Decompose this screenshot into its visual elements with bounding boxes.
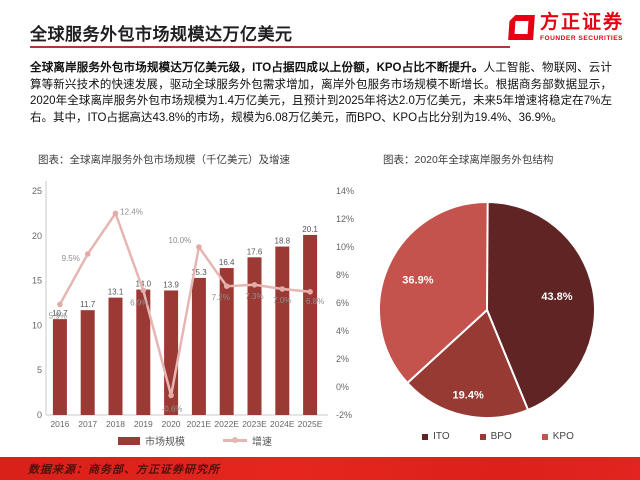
svg-text:0%: 0% [336, 382, 349, 392]
svg-text:5: 5 [37, 365, 42, 375]
svg-text:13.1: 13.1 [108, 288, 124, 297]
svg-text:-2%: -2% [336, 410, 352, 420]
svg-text:10.7: 10.7 [52, 309, 68, 318]
svg-text:10%: 10% [336, 242, 354, 252]
bar-line-chart-svg: 0 5 10 15 20 25 -2% 0% 2% 4% 6% 8% 10% 12% 14% 2016 2017… [32, 181, 354, 429]
footer-band: 数据来源：商务部、方正证券研究所 [0, 457, 640, 480]
logo-name-cn: 方正证券 [539, 12, 624, 33]
bpo-swatch-icon [479, 433, 486, 440]
legend-item-growth: 增速 [223, 433, 272, 448]
page-title: 全球服务外包市场规模达万亿美元 [30, 25, 293, 44]
svg-text:2024E: 2024E [270, 419, 295, 429]
pie-chart-svg: 43.8% 19.4% 36.9% [378, 200, 596, 419]
svg-text:4%: 4% [336, 326, 349, 336]
founder-securities-logo: 方正证券 FOUNDER SECURITIES [499, 5, 624, 42]
svg-text:20: 20 [32, 231, 42, 241]
svg-text:18.8: 18.8 [275, 237, 291, 246]
svg-text:2021E: 2021E [187, 419, 212, 429]
bar-chart-caption: 图表：全球离岸服务外包市场规模（千亿美元）及增速 [38, 154, 290, 166]
svg-text:2022E: 2022E [214, 419, 239, 429]
svg-text:14%: 14% [336, 186, 354, 196]
svg-text:2%: 2% [336, 354, 349, 364]
legend-label-ito: ITO [433, 431, 450, 442]
svg-text:36.9%: 36.9% [402, 274, 433, 286]
svg-text:5.9%: 5.9% [49, 311, 67, 320]
logo-name-en: FOUNDER SECURITIES [539, 35, 623, 42]
svg-text:9.5%: 9.5% [62, 254, 80, 263]
svg-text:16.4: 16.4 [219, 258, 235, 267]
svg-text:15: 15 [32, 276, 42, 286]
legend-item-bpo: BPO [479, 431, 512, 442]
svg-text:11.7: 11.7 [80, 300, 96, 309]
svg-text:7.0%: 7.0% [273, 296, 291, 305]
svg-text:10.0%: 10.0% [169, 236, 192, 245]
legend-label-bpo: BPO [490, 431, 512, 442]
legend-label-market-size: 市场规模 [145, 437, 185, 448]
kpo-swatch-icon [541, 433, 548, 440]
legend-label-growth: 增速 [252, 437, 272, 448]
founder-logo-icon [499, 5, 535, 40]
svg-text:20.1: 20.1 [302, 225, 318, 234]
title-underline [30, 46, 510, 48]
svg-text:7.2%: 7.2% [212, 293, 230, 302]
svg-text:6.8%: 6.8% [306, 297, 324, 306]
svg-text:2018: 2018 [106, 419, 125, 429]
pie-chart-legend: ITO BPO KPO [388, 431, 608, 442]
svg-text:2017: 2017 [78, 419, 97, 429]
data-source-text: 数据来源：商务部、方正证券研究所 [28, 464, 220, 476]
svg-text:13.9: 13.9 [163, 280, 179, 289]
svg-text:10: 10 [32, 320, 42, 330]
svg-text:2025E: 2025E [298, 419, 323, 429]
summary-lead-sentence: 全球离岸服务外包市场规模达万亿美元级，ITO占据四成以上份额，KPO占比不断提升… [30, 62, 484, 74]
svg-text:14.0: 14.0 [136, 280, 152, 289]
svg-text:15.3: 15.3 [191, 268, 207, 277]
ito-swatch-icon [422, 433, 429, 440]
svg-text:-0.6%: -0.6% [162, 404, 183, 413]
svg-text:6.9%: 6.9% [130, 298, 148, 307]
svg-text:0: 0 [37, 410, 42, 420]
svg-text:19.4%: 19.4% [453, 389, 484, 401]
svg-text:43.8%: 43.8% [541, 291, 572, 303]
svg-text:25: 25 [32, 186, 42, 196]
legend-item-market-size: 市场规模 [118, 433, 185, 448]
summary-paragraph: 全球离岸服务外包市场规模达万亿美元级，ITO占据四成以上份额，KPO占比不断提升… [30, 60, 612, 126]
summary-body-text: 人工智能、物联网、云计算等新兴技术的快速发展，驱动全球服务外包需求增加，离岸外包… [30, 62, 613, 124]
legend-item-ito: ITO [422, 431, 450, 442]
svg-text:6%: 6% [336, 298, 349, 308]
legend-label-kpo: KPO [552, 431, 574, 442]
market-size-swatch-icon [118, 436, 140, 445]
bar-chart-legend: 市场规模 增速 [60, 433, 330, 448]
svg-text:12.4%: 12.4% [120, 207, 143, 216]
growth-line-swatch-icon [223, 437, 247, 443]
svg-text:2016: 2016 [50, 419, 69, 429]
svg-text:12%: 12% [336, 214, 354, 224]
svg-text:2019: 2019 [134, 419, 153, 429]
legend-item-kpo: KPO [541, 431, 574, 442]
svg-text:17.6: 17.6 [247, 247, 263, 256]
svg-text:2020: 2020 [162, 419, 181, 429]
svg-text:2023E: 2023E [242, 419, 267, 429]
pie-chart-caption: 图表：2020年全球离岸服务外包结构 [383, 154, 554, 166]
svg-text:7.3%: 7.3% [245, 292, 263, 301]
svg-text:8%: 8% [336, 270, 349, 280]
